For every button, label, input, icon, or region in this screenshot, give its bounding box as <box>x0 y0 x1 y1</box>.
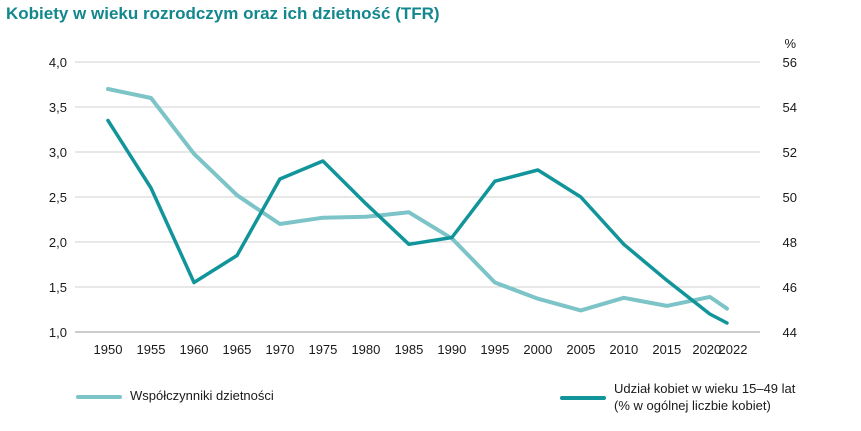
legend-label-women-share-line2: (% w ogólnej liczbie kobiet) <box>614 398 771 413</box>
legend-swatch-fertility <box>76 395 122 399</box>
x-tick-label: 1955 <box>137 342 166 357</box>
left-axis-ticks: 1,0 1,5 2,0 2,5 3,0 3,5 4,0 <box>49 55 67 340</box>
legend-swatch-women-share <box>560 396 606 400</box>
gridlines <box>75 61 760 333</box>
right-tick-label: 50 <box>783 190 797 205</box>
right-tick-label: 56 <box>783 55 797 70</box>
left-tick-label: 2,0 <box>49 235 67 250</box>
x-axis-ticks: 1950 1955 1960 1965 1970 1975 1980 1985 1990 1995… <box>94 342 748 357</box>
right-tick-label: 52 <box>783 145 797 160</box>
left-tick-label: 1,5 <box>49 280 67 295</box>
x-tick-label: 1995 <box>480 342 509 357</box>
left-tick-label: 2,5 <box>49 190 67 205</box>
legend-label-fertility: Współczynniki dzietności <box>130 388 274 403</box>
right-tick-label: 48 <box>783 235 797 250</box>
legend-item-women-share: Udział kobiet w wieku 15–49 lat (% w ogó… <box>560 381 850 419</box>
series-lines <box>106 87 729 325</box>
x-tick-label: 2000 <box>523 342 552 357</box>
x-tick-label: 1960 <box>180 342 209 357</box>
legend-label-women-share-line1: Udział kobiet w wieku 15–49 lat <box>614 381 796 396</box>
right-tick-label: 46 <box>783 280 797 295</box>
x-tick-label: 1980 <box>351 342 380 357</box>
right-tick-label: 54 <box>783 100 797 115</box>
series-line-women-share <box>106 118 729 325</box>
series-line-fertility <box>106 87 729 313</box>
x-tick-label: 1970 <box>265 342 294 357</box>
x-tick-label: 1990 <box>437 342 466 357</box>
right-axis-unit-label: % <box>784 36 796 51</box>
x-tick-label: 2010 <box>609 342 638 357</box>
left-tick-label: 3,5 <box>49 100 67 115</box>
left-tick-label: 4,0 <box>49 55 67 70</box>
x-tick-label: 1965 <box>222 342 251 357</box>
legend-item-fertility: Współczynniki dzietności <box>76 386 376 410</box>
left-tick-label: 1,0 <box>49 325 67 340</box>
x-tick-label: 1985 <box>394 342 423 357</box>
x-tick-label: 1950 <box>94 342 123 357</box>
x-tick-label: 2015 <box>652 342 681 357</box>
right-axis-ticks: 44 46 48 50 52 54 56 <box>783 55 797 340</box>
x-tick-label: 1975 <box>308 342 337 357</box>
x-tick-label: 2022 <box>719 342 748 357</box>
chart-title: Kobiety w wieku rozrodczym oraz ich dzie… <box>6 4 440 23</box>
x-tick-label: 2005 <box>566 342 595 357</box>
x-tick-label: 2020 <box>692 342 721 357</box>
left-tick-label: 3,0 <box>49 145 67 160</box>
right-tick-label: 44 <box>783 325 797 340</box>
